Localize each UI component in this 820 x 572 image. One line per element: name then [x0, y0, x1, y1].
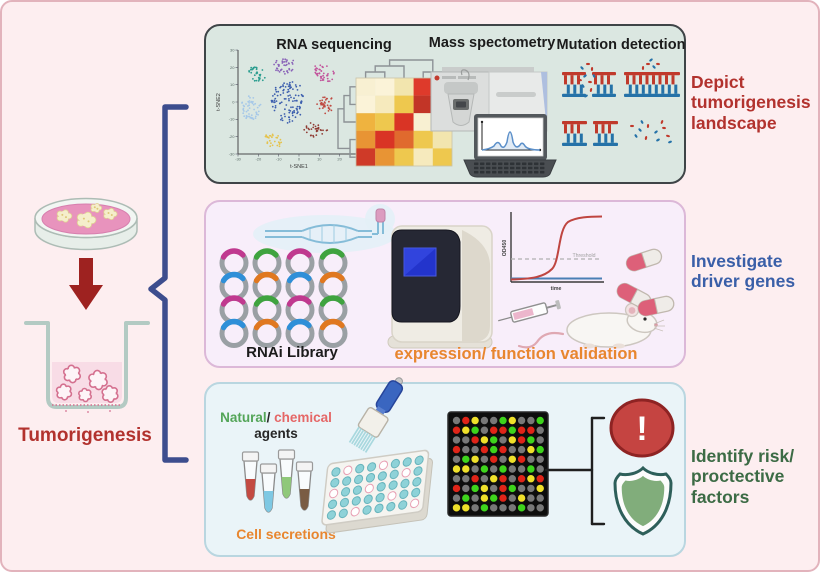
od450-label: OD450	[502, 240, 508, 257]
tsne-ylabel: t-SNE2	[216, 93, 222, 111]
risk-alert-icon: !	[609, 398, 675, 458]
side-label-identify: Identify risk/ proctective factors	[691, 446, 795, 507]
agents-text: agents	[254, 426, 298, 442]
svg-text:-20: -20	[229, 134, 236, 139]
panel-depict-landscape: RNA sequencing Mass spectometry Mutation…	[204, 24, 686, 184]
agents-label: Natural/ chemical agents	[210, 410, 342, 442]
growth-curve-plot: OD450 time Threshold	[502, 212, 604, 292]
mass-spectrometer-icon	[430, 67, 557, 178]
qpcr-machine-icon	[387, 225, 493, 349]
wellplate-icon	[321, 449, 433, 534]
power-light	[434, 75, 440, 81]
dna-mutation-icons	[562, 58, 680, 146]
clustering-heatmap	[337, 59, 453, 167]
side-label-investigate: Investigate driver genes	[691, 251, 796, 292]
svg-text:20: 20	[337, 157, 342, 162]
exclamation-glyph: !	[636, 410, 647, 448]
protective-shield-icon	[613, 465, 673, 536]
threshold-label: Threshold	[572, 253, 595, 259]
mutation-detection-title: Mutation detection	[556, 37, 686, 53]
result-bracket	[544, 416, 606, 526]
tsne-points	[241, 58, 335, 148]
validation-label: expression/ function validation	[394, 345, 638, 363]
svg-text:-30: -30	[229, 151, 236, 156]
time-label: time	[551, 286, 562, 292]
panel-driver-genes: RNAi Library OD450 time Threshold	[204, 200, 686, 368]
chromatogram	[481, 131, 541, 151]
shrna-construct-icon	[253, 204, 397, 253]
heatmap-cells	[356, 78, 453, 167]
keyboard-keys	[474, 162, 545, 174]
down-arrow-icon	[69, 258, 103, 310]
tsne-xlabel: t-SNE1	[290, 164, 308, 170]
rnai-library-label: RNAi Library	[246, 344, 338, 361]
brace-line	[148, 104, 189, 463]
tumor-colonies	[56, 203, 118, 229]
svg-text:30: 30	[230, 47, 235, 52]
transwell-icon	[24, 321, 150, 413]
side-label-depict: Depict tumorigenesis landscape	[691, 72, 811, 133]
chemical-text: chemical	[270, 410, 332, 425]
growth-curve-line	[510, 215, 603, 281]
organoids	[55, 364, 119, 404]
rnai-plasmid-grid	[219, 248, 348, 349]
natural-text: Natural	[220, 410, 267, 425]
panel-risk-factors: Natural/ chemical agents Cell secretions	[204, 377, 686, 557]
syringe-icon	[498, 300, 561, 323]
pills-icon	[616, 248, 675, 317]
cell-secretions-label: Cell secretions	[236, 526, 336, 542]
svg-text:-30: -30	[235, 157, 242, 162]
svg-text:10: 10	[317, 157, 322, 162]
petri-dish-icon	[34, 197, 138, 251]
mouse-injection-icon	[498, 300, 665, 349]
test-tubes-icon	[241, 449, 314, 513]
svg-text:-20: -20	[255, 157, 262, 162]
tumorigenesis-label: Tumorigenesis	[18, 425, 152, 446]
mass-spectometry-title: Mass spectometry	[428, 35, 556, 51]
multichannel-pipette-icon	[348, 377, 404, 453]
svg-text:0: 0	[298, 157, 301, 162]
rna-sequencing-title: RNA sequencing	[276, 37, 392, 53]
microarray-icon	[447, 411, 549, 517]
slash-text: /	[266, 410, 271, 425]
svg-text:-10: -10	[229, 117, 236, 122]
laptop-icon	[463, 114, 557, 178]
svg-text:10: 10	[230, 82, 235, 87]
svg-text:0: 0	[232, 99, 235, 104]
mouse-icon	[517, 302, 665, 349]
svg-text:20: 20	[230, 65, 235, 70]
svg-text:-10: -10	[276, 157, 283, 162]
